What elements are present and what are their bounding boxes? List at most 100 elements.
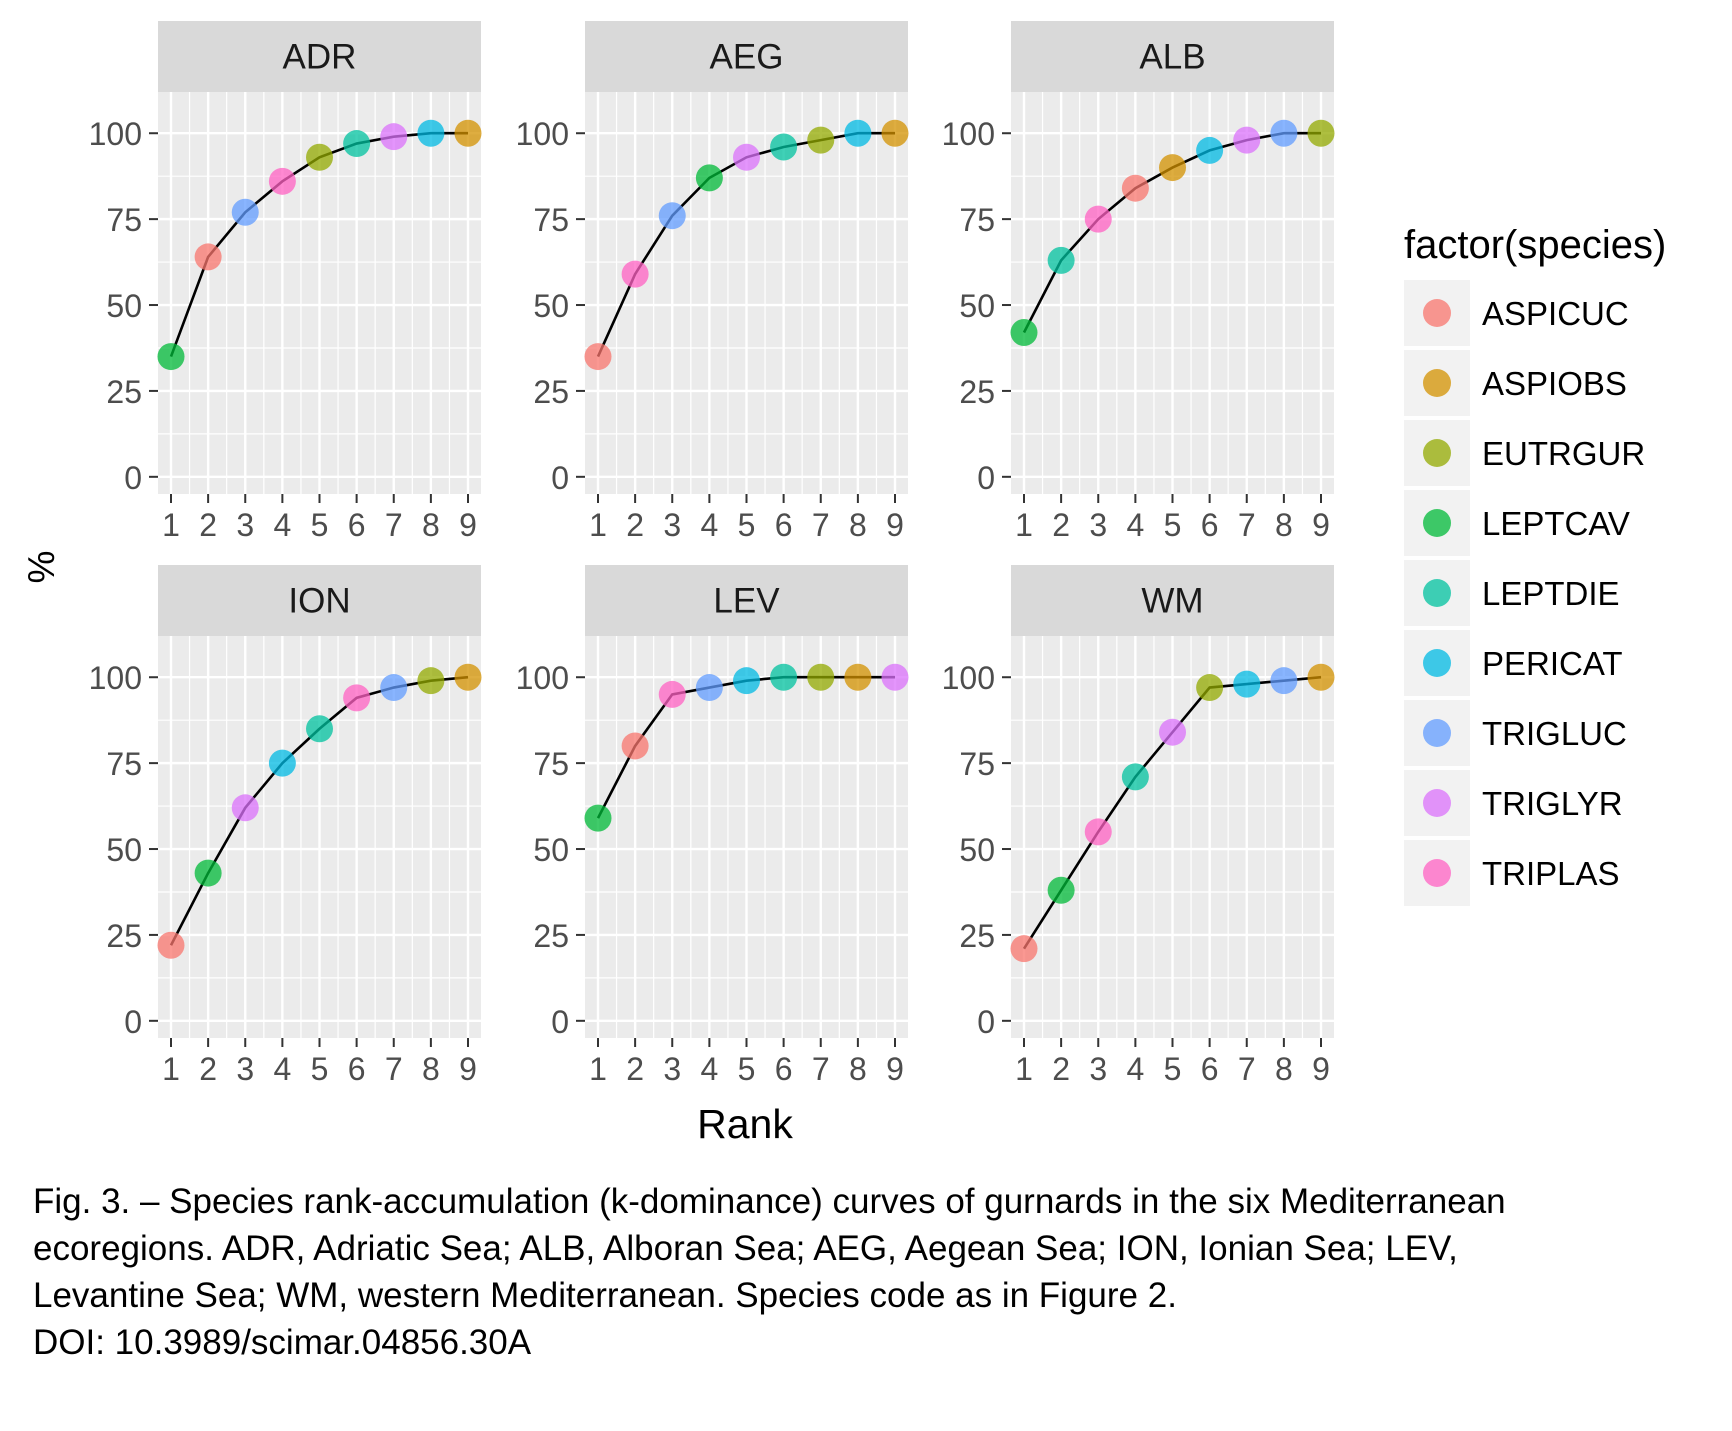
point-triplas <box>658 680 686 708</box>
x-tick-label: 5 <box>311 507 329 543</box>
y-tick-label: 100 <box>942 660 995 696</box>
y-tick-label: 50 <box>533 832 569 868</box>
legend-item-triglyr: TRIGLYR <box>1404 770 1623 836</box>
point-leptdie <box>1121 763 1149 791</box>
legend-label: TRIGLYR <box>1482 785 1623 822</box>
y-axis-label: % <box>21 551 62 584</box>
x-tick-label: 1 <box>162 507 180 543</box>
y-tick-label: 75 <box>959 746 995 782</box>
point-leptcav <box>695 164 723 192</box>
y-tick-label: 100 <box>942 116 995 152</box>
panel-lev: LEV 0 25 50 75 100 1 2 3 4 5 6 7 8 9 <box>516 565 909 1087</box>
legend-swatch <box>1423 439 1451 467</box>
legend-swatch <box>1423 579 1451 607</box>
y-tick-label: 0 <box>124 460 142 496</box>
point-triglyr <box>231 794 259 822</box>
legend-item-leptcav: LEPTCAV <box>1404 490 1630 556</box>
legend-swatch <box>1423 649 1451 677</box>
legend-swatch <box>1423 509 1451 537</box>
facet-strip-label: LEV <box>713 582 780 621</box>
x-tick-label: 9 <box>1312 1051 1330 1087</box>
facet-strip <box>585 565 908 636</box>
point-leptcav <box>1010 319 1038 347</box>
y-tick-label: 75 <box>959 202 995 238</box>
point-trigluc <box>380 674 408 702</box>
y-tick-label: 25 <box>959 918 995 954</box>
y-tick-label: 100 <box>89 660 142 696</box>
y-tick-label: 50 <box>959 288 995 324</box>
legend-swatch <box>1423 299 1451 327</box>
legend-swatch <box>1423 859 1451 887</box>
facet-strip-label: ION <box>288 582 350 621</box>
y-tick-label: 0 <box>551 460 569 496</box>
legend-item-leptdie: LEPTDIE <box>1404 560 1620 626</box>
facet-strip <box>585 21 908 92</box>
x-tick-label: 1 <box>589 1051 607 1087</box>
x-tick-label: 8 <box>1275 507 1293 543</box>
point-triglyr <box>380 123 408 151</box>
point-pericat <box>268 749 296 777</box>
facet-strip-label: AEG <box>710 38 784 77</box>
x-tick-label: 1 <box>1015 1051 1033 1087</box>
x-tick-label: 3 <box>663 507 681 543</box>
point-pericat <box>733 667 760 695</box>
legend-item-triplas: TRIPLAS <box>1404 840 1620 906</box>
point-pericat <box>1196 136 1224 164</box>
y-tick-label: 0 <box>977 460 995 496</box>
point-trigluc <box>1270 667 1298 695</box>
x-tick-label: 1 <box>1015 507 1033 543</box>
legend-item-trigluc: TRIGLUC <box>1404 700 1627 766</box>
point-eutrgur <box>306 143 333 171</box>
y-tick-label: 50 <box>106 832 142 868</box>
point-leptcav <box>584 804 612 832</box>
x-tick-label: 6 <box>348 1051 366 1087</box>
caption-line-4: DOI: 10.3989/scimar.04856.30A <box>33 1323 532 1362</box>
point-trigluc <box>231 198 259 226</box>
legend-title: factor(species) <box>1404 223 1666 267</box>
legend-item-eutrgur: EUTRGUR <box>1404 420 1645 486</box>
facet-strip-label: ADR <box>283 38 357 77</box>
x-tick-label: 2 <box>626 1051 644 1087</box>
y-tick-label: 75 <box>106 202 142 238</box>
x-tick-label: 4 <box>273 1051 291 1087</box>
x-tick-label: 7 <box>385 1051 403 1087</box>
point-eutrgur <box>417 667 445 695</box>
x-tick-label: 4 <box>1126 507 1144 543</box>
x-tick-label: 6 <box>1201 507 1219 543</box>
point-leptdie <box>1047 246 1075 274</box>
point-pericat <box>417 119 445 147</box>
x-tick-label: 5 <box>1164 507 1182 543</box>
point-leptcav <box>194 859 222 887</box>
point-triplas <box>268 167 296 195</box>
point-pericat <box>1233 670 1261 698</box>
panel-wm: WM 0 25 50 75 100 1 2 3 4 5 6 7 8 9 <box>942 565 1335 1087</box>
caption-line-2: ecoregions. ADR, Adriatic Sea; ALB, Albo… <box>33 1229 1458 1268</box>
y-tick-label: 100 <box>516 660 569 696</box>
x-tick-label: 6 <box>348 507 366 543</box>
x-axis-label: Rank <box>697 1101 793 1147</box>
legend-label: LEPTDIE <box>1482 575 1620 612</box>
legend-item-aspiobs: ASPIOBS <box>1404 350 1627 416</box>
x-tick-label: 5 <box>738 507 756 543</box>
point-aspiobs <box>1307 663 1335 691</box>
x-tick-label: 2 <box>626 507 644 543</box>
x-tick-label: 4 <box>273 507 291 543</box>
legend-label: EUTRGUR <box>1482 435 1645 472</box>
point-pericat <box>844 119 872 147</box>
y-tick-label: 75 <box>533 746 569 782</box>
y-tick-label: 50 <box>533 288 569 324</box>
x-tick-label: 2 <box>199 1051 217 1087</box>
x-tick-label: 5 <box>738 1051 756 1087</box>
panel-aeg: AEG 0 25 50 75 100 1 2 3 4 5 6 7 8 9 <box>516 21 909 543</box>
x-tick-label: 5 <box>311 1051 329 1087</box>
point-triplas <box>1084 205 1112 233</box>
point-aspicuc <box>584 343 612 371</box>
y-tick-label: 0 <box>124 1004 142 1040</box>
x-tick-label: 4 <box>1126 1051 1144 1087</box>
point-trigluc <box>1270 119 1298 147</box>
x-tick-label: 9 <box>459 1051 477 1087</box>
point-leptcav <box>1047 876 1075 904</box>
x-tick-label: 4 <box>700 507 718 543</box>
legend-label: ASPIOBS <box>1482 365 1627 402</box>
